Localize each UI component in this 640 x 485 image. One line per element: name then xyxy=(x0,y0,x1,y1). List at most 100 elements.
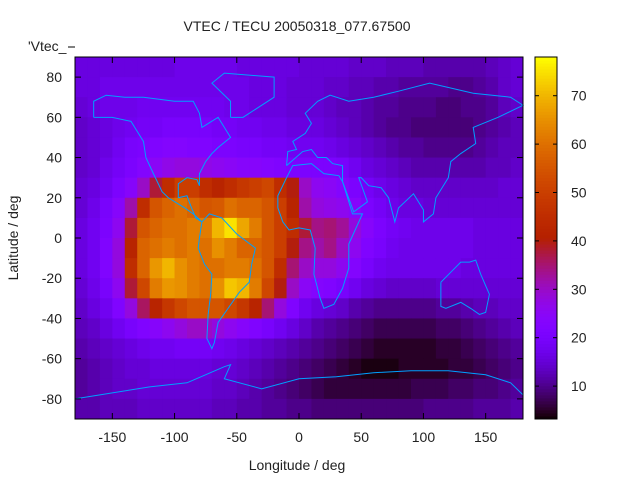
heatmap-cell xyxy=(411,318,424,340)
heatmap-cell xyxy=(348,278,362,299)
heatmap-cell xyxy=(249,137,263,159)
colorbar-segment xyxy=(535,189,557,194)
heatmap-cell xyxy=(373,398,387,420)
heatmap-cell xyxy=(361,137,375,159)
heatmap-cell xyxy=(211,378,225,400)
heatmap-cell xyxy=(411,57,424,78)
colorbar-segment xyxy=(535,415,557,420)
heatmap-cell xyxy=(348,298,362,319)
heatmap-cell xyxy=(336,117,350,138)
heatmap-cell xyxy=(398,77,412,98)
heatmap-cell xyxy=(261,77,275,98)
heatmap-cell xyxy=(162,97,176,118)
heatmap-cell xyxy=(448,137,462,159)
heatmap-cell xyxy=(435,197,449,219)
heatmap-cell xyxy=(87,137,101,159)
heatmap-cell xyxy=(286,258,300,279)
heatmap-cell xyxy=(286,217,300,239)
colorbar-segment xyxy=(535,412,557,417)
heatmap-cell xyxy=(286,137,300,159)
heatmap-cell xyxy=(149,398,163,420)
heatmap-cell xyxy=(199,318,213,340)
heatmap-cell xyxy=(274,77,288,98)
heatmap-cell xyxy=(485,278,499,299)
chart-title: VTEC / TECU 20050318_077.67500 xyxy=(183,18,410,34)
heatmap-cell xyxy=(423,77,437,98)
colorbar-segment xyxy=(535,234,557,239)
colorbar-segment xyxy=(535,129,557,133)
heatmap-cell xyxy=(460,278,474,299)
colorbar-segment xyxy=(535,69,557,73)
colorbar-segment xyxy=(535,265,557,269)
colorbar-segment xyxy=(535,376,557,381)
colorbar-segment xyxy=(535,126,557,130)
heatmap-cell xyxy=(373,358,387,380)
heatmap-cell xyxy=(87,217,101,239)
heatmap-cell xyxy=(236,298,250,319)
heatmap-cell xyxy=(99,378,113,400)
heatmap-cell xyxy=(423,238,437,259)
heatmap-cell xyxy=(99,197,113,219)
heatmap-cell xyxy=(112,358,126,380)
heatmap-cell xyxy=(299,318,312,340)
heatmap-cell xyxy=(99,177,113,199)
heatmap-cell xyxy=(261,278,275,299)
heatmap-cell xyxy=(386,378,400,400)
heatmap-cell xyxy=(460,238,474,259)
heatmap-cell xyxy=(323,197,337,219)
colorbar-segment xyxy=(535,319,557,323)
colorbar-segment xyxy=(535,244,557,248)
heatmap-cell xyxy=(224,278,238,299)
heatmap-cell xyxy=(274,278,288,299)
heatmap-cell xyxy=(249,358,263,380)
heatmap-cell xyxy=(398,97,412,118)
heatmap-cell xyxy=(162,338,176,360)
heatmap-cell xyxy=(236,358,250,380)
heatmap-cell xyxy=(149,298,163,319)
heatmap-cell xyxy=(460,378,474,400)
colorbar-tick-label: 10 xyxy=(571,378,587,394)
heatmap-cell xyxy=(411,338,424,360)
heatmap-cell xyxy=(261,117,275,138)
heatmap-cell xyxy=(261,217,275,239)
heatmap-cell xyxy=(174,57,188,78)
colorbar-segment xyxy=(535,400,557,405)
heatmap-cell xyxy=(386,318,400,340)
heatmap-cell xyxy=(361,318,375,340)
heatmap-cell xyxy=(174,177,188,199)
heatmap-cell xyxy=(423,97,437,118)
heatmap-cell xyxy=(261,238,275,259)
heatmap-cell xyxy=(87,197,101,219)
heatmap-cell xyxy=(348,238,362,259)
heatmap-cell xyxy=(435,378,449,400)
heatmap-cell xyxy=(87,177,101,199)
heatmap-cell xyxy=(236,137,250,159)
heatmap-cell xyxy=(473,278,487,299)
heatmap-cell xyxy=(498,378,512,400)
heatmap-cell xyxy=(236,57,250,78)
colorbar-segment xyxy=(535,241,557,245)
heatmap-cell xyxy=(448,298,462,319)
heatmap-cell xyxy=(386,77,400,98)
colorbar-segment xyxy=(535,159,557,164)
heatmap-cell xyxy=(249,398,263,420)
heatmap-cell xyxy=(187,57,200,78)
y-tick-label: 40 xyxy=(46,150,62,166)
heatmap-cell xyxy=(124,97,138,118)
heatmap-cell xyxy=(174,117,188,138)
colorbar-tick-label: 20 xyxy=(571,330,587,346)
heatmap-cell xyxy=(311,57,325,78)
y-tick-label: -20 xyxy=(42,270,62,286)
heatmap-cell xyxy=(174,378,188,400)
heatmap-cell xyxy=(373,137,387,159)
x-tick-label: 0 xyxy=(295,429,303,445)
heatmap-cell xyxy=(411,157,424,179)
colorbar-segment xyxy=(535,259,557,263)
heatmap-cell xyxy=(311,398,325,420)
heatmap-cell xyxy=(224,238,238,259)
heatmap-cell xyxy=(423,177,437,199)
colorbar-segment xyxy=(535,174,557,179)
heatmap-cell xyxy=(448,318,462,340)
heatmap-cell xyxy=(485,298,499,319)
heatmap-cell xyxy=(473,378,487,400)
